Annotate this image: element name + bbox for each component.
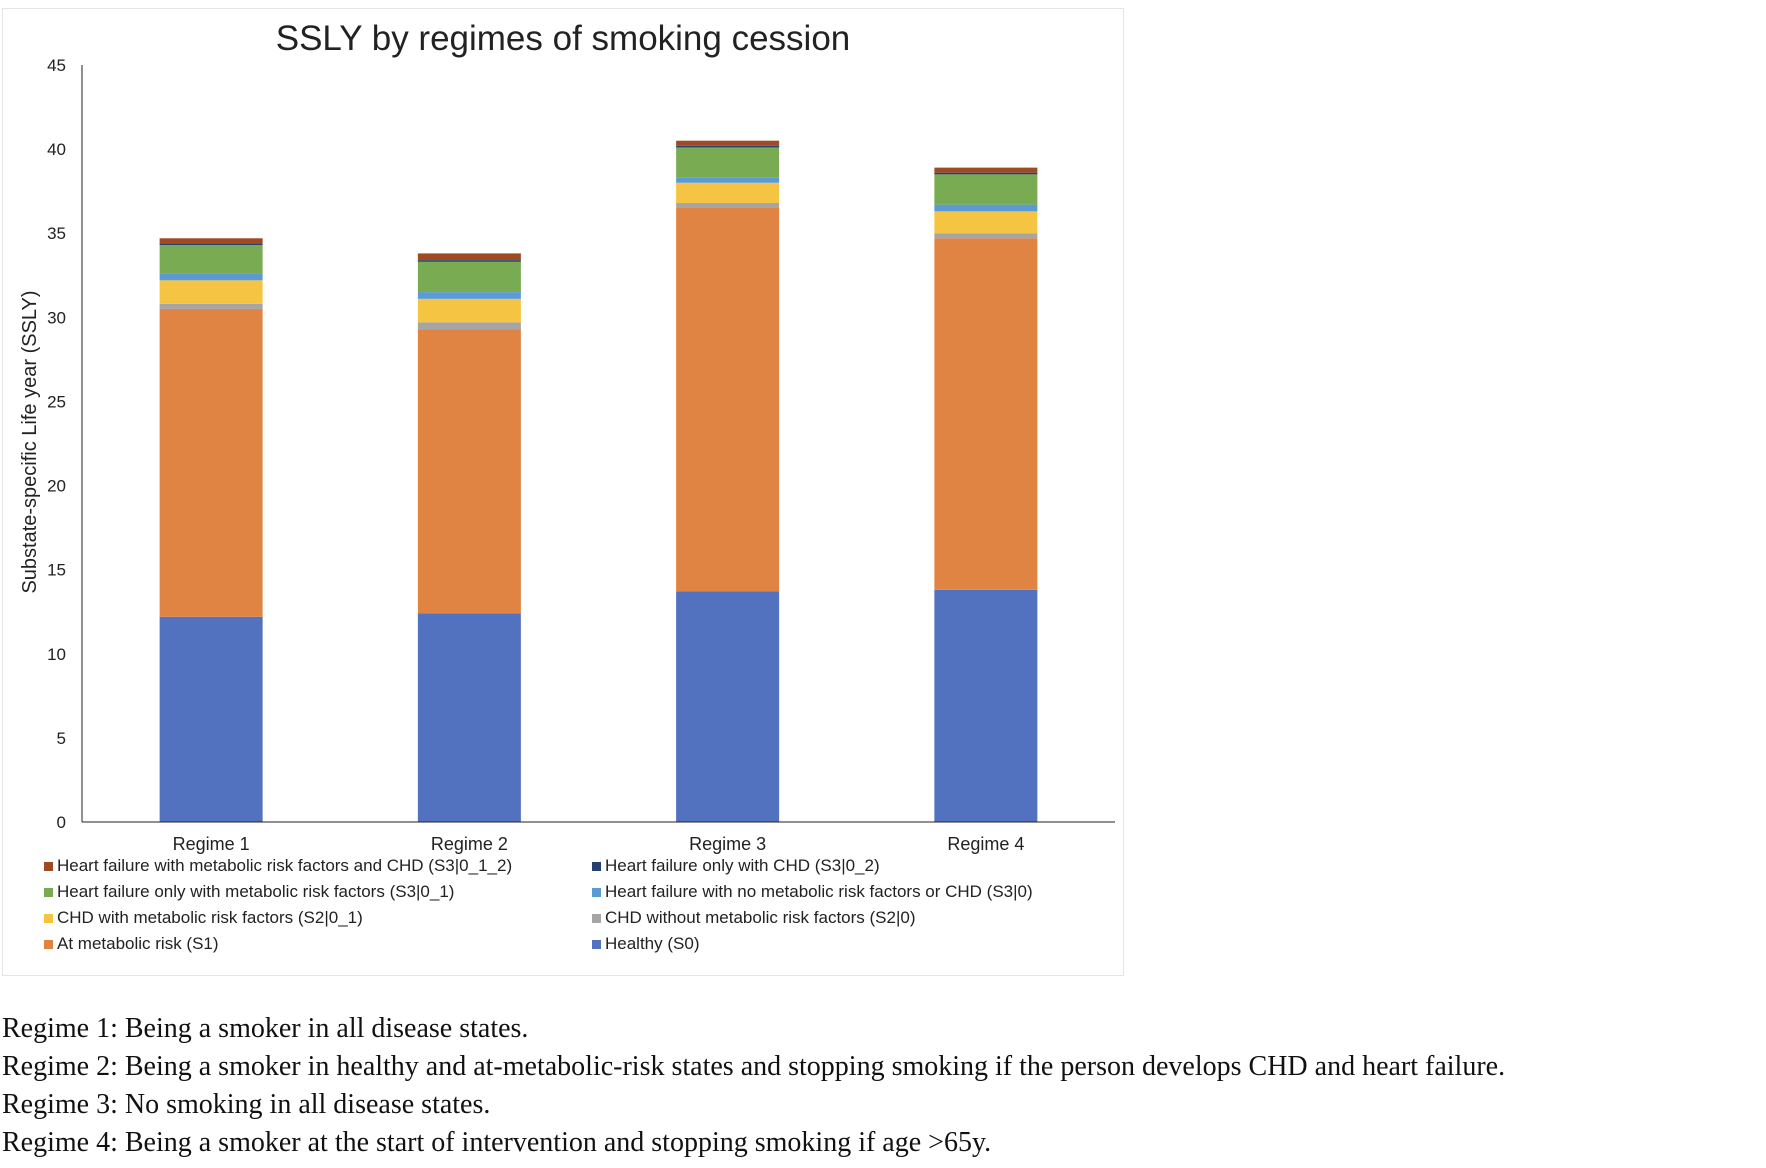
bar-segment	[417, 260, 521, 262]
y-tick-label: 0	[57, 813, 66, 832]
bar-segment	[417, 253, 521, 261]
bar-segment	[676, 207, 780, 592]
bar-segment	[159, 616, 263, 822]
legend-label: Heart failure with metabolic risk factor…	[57, 856, 513, 875]
bar-segment	[934, 204, 1038, 212]
legend-swatch	[44, 939, 53, 949]
bar-segment	[417, 261, 521, 293]
y-tick-label: 10	[47, 645, 66, 664]
y-tick-label: 25	[47, 392, 66, 411]
y-tick-label: 35	[47, 224, 66, 243]
y-tick-label: 40	[47, 140, 66, 159]
legend-label: CHD with metabolic risk factors (S2|0_1)	[57, 908, 363, 927]
bar-segment	[159, 280, 263, 304]
legend-label: Healthy (S0)	[605, 934, 700, 953]
y-tick-label: 30	[47, 308, 66, 327]
legend-swatch	[44, 861, 53, 871]
bar-segment	[676, 182, 780, 203]
bar-segment	[934, 167, 1038, 173]
legend-item: Heart failure only with metabolic risk f…	[44, 882, 454, 902]
note-regime-1: Regime 1: Being a smoker in all disease …	[2, 1013, 529, 1044]
legend-swatch	[592, 939, 601, 949]
bar-segment	[934, 211, 1038, 234]
bar-segment	[676, 140, 780, 146]
bar-segment	[934, 238, 1038, 590]
legend-label: Heart failure with no metabolic risk fac…	[605, 882, 1033, 901]
legend-item: Healthy (S0)	[592, 934, 699, 954]
bar-segment	[159, 308, 263, 617]
legend-label: Heart failure only with metabolic risk f…	[57, 882, 455, 901]
legend-label: At metabolic risk (S1)	[57, 934, 219, 953]
x-tick-label: Regime 2	[431, 834, 508, 854]
note-regime-2: Regime 2: Being a smoker in healthy and …	[2, 1051, 1506, 1082]
bar-segment	[159, 303, 263, 309]
bar-segment	[676, 591, 780, 822]
bar-segment	[417, 329, 521, 614]
bar-segment	[676, 177, 780, 183]
note-regime-4: Regime 4: Being a smoker at the start of…	[2, 1127, 992, 1158]
y-tick-label: 5	[57, 729, 66, 748]
chart-title: SSLY by regimes of smoking cession	[276, 19, 851, 58]
bar-segment	[417, 292, 521, 299]
legend-swatch	[592, 913, 601, 923]
legend-item: CHD with metabolic risk factors (S2|0_1)	[44, 908, 363, 928]
axes: Regime 1 Regime 2 Regime 3 Regime 4	[81, 65, 1115, 854]
y-tick-label: 45	[47, 56, 66, 75]
regime-notes: Regime 1: Being a smoker in all disease …	[2, 1010, 1762, 1162]
bar-segment	[934, 174, 1038, 205]
bar-segment	[934, 233, 1038, 239]
legend-item: At metabolic risk (S1)	[44, 934, 219, 954]
legend-item: Heart failure with no metabolic risk fac…	[592, 882, 1033, 902]
legend-swatch	[592, 861, 601, 871]
y-tick-label: 20	[47, 477, 66, 496]
bar-segment	[676, 145, 780, 148]
y-tick-label: 15	[47, 561, 66, 580]
bar-segment	[417, 298, 521, 323]
legend-swatch	[44, 887, 53, 897]
bar-segment	[159, 244, 263, 274]
bars	[159, 140, 1038, 822]
x-tick-label: Regime 1	[173, 834, 250, 854]
legend-label: CHD without metabolic risk factors (S2|0…	[605, 908, 916, 927]
bar-segment	[676, 147, 780, 178]
legend-item: Heart failure only with CHD (S3|0_2)	[592, 856, 880, 876]
legend-label: Heart failure only with CHD (S3|0_2)	[605, 856, 880, 875]
bar-segment	[934, 589, 1038, 822]
legend-item: CHD without metabolic risk factors (S2|0…	[592, 908, 916, 928]
legend-swatch	[592, 887, 601, 897]
bar-segment	[159, 243, 263, 245]
x-tick-label: Regime 4	[947, 834, 1024, 854]
bar-segment	[417, 613, 521, 822]
legend: Heart failure with metabolic risk factor…	[44, 856, 1124, 966]
legend-swatch	[44, 913, 53, 923]
bar-segment	[417, 322, 521, 330]
bar-segment	[159, 273, 263, 281]
legend-item: Heart failure with metabolic risk factor…	[44, 856, 512, 876]
bar-segment	[934, 172, 1038, 175]
stacked-bar-chart: SSLY by regimes of smoking cession Subst…	[19, 19, 1115, 854]
note-regime-3: Regime 3: No smoking in all disease stat…	[2, 1089, 491, 1120]
y-axis-label: Substate-specific Life year (SSLY)	[19, 290, 41, 593]
axis-ticks: 0 5 10 15 20 25 30 35 40 45	[47, 56, 66, 832]
x-tick-label: Regime 3	[689, 834, 766, 854]
bar-segment	[159, 238, 263, 244]
bar-segment	[676, 202, 780, 208]
